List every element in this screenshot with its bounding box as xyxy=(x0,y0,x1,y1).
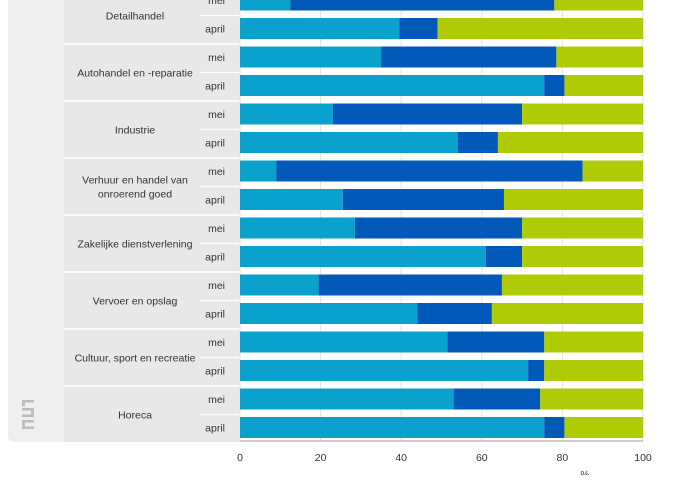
bar-segment xyxy=(240,360,529,381)
row-label: mei xyxy=(208,166,225,178)
group-label: Horeca xyxy=(118,410,152,422)
bar-segment xyxy=(332,103,523,125)
bar-segment xyxy=(544,417,565,438)
row-label: april xyxy=(205,366,225,378)
bar-segment xyxy=(453,388,541,410)
bar-segment xyxy=(564,417,643,438)
bar-segment xyxy=(491,303,643,324)
bar-segment xyxy=(556,46,643,68)
bar-segment xyxy=(544,360,643,381)
category-column xyxy=(64,0,240,442)
logo-mark xyxy=(22,420,34,429)
x-tick-label: 20 xyxy=(315,452,327,464)
row-label: april xyxy=(205,195,225,207)
row-label: april xyxy=(205,24,225,36)
group-label: Zakelijke dienstverlening xyxy=(78,239,193,251)
row-label: mei xyxy=(208,223,225,235)
bar-segment xyxy=(240,331,448,353)
bar-segment xyxy=(240,0,291,11)
x-tick-label: 60 xyxy=(476,452,488,464)
bar-segment xyxy=(240,417,545,438)
bar-segment xyxy=(381,46,557,68)
bar-segment xyxy=(318,274,502,296)
bar-segment xyxy=(240,388,454,410)
x-tick-label: 0 xyxy=(237,452,243,464)
bar-segment xyxy=(582,160,643,182)
bar-segment xyxy=(522,246,643,267)
bar-segment xyxy=(354,217,523,239)
bar-segment xyxy=(540,388,643,410)
bar-segment xyxy=(501,274,643,296)
bar-segment xyxy=(497,132,643,153)
x-tick-label: 100 xyxy=(634,452,652,464)
bar-segment xyxy=(240,46,382,68)
bar-segment xyxy=(240,132,458,153)
bar-segment xyxy=(564,75,643,96)
row-label: mei xyxy=(208,394,225,406)
row-label: april xyxy=(205,138,225,150)
group-label: Cultuur, sport en recreatie xyxy=(75,353,196,365)
bar-segment xyxy=(447,331,545,353)
bar-segment xyxy=(240,274,319,296)
row-label: april xyxy=(205,423,225,435)
bar-segment xyxy=(544,331,643,353)
logo-mark xyxy=(22,408,34,417)
bar-segment xyxy=(342,189,504,210)
group-label: Vervoer en opslag xyxy=(93,296,178,308)
bar-segment xyxy=(240,189,343,210)
row-label: mei xyxy=(208,337,225,349)
group-label: Detailhandel xyxy=(106,11,164,23)
group-label: onroerend goed xyxy=(98,189,172,201)
bar-segment xyxy=(240,18,400,39)
bar-segment xyxy=(240,217,355,239)
x-tick-label: 80 xyxy=(557,452,569,464)
bar-segment xyxy=(522,217,643,239)
bar-segment xyxy=(276,160,583,182)
x-axis-unit: % xyxy=(580,470,589,475)
bar-segment xyxy=(417,303,492,324)
bar-segment xyxy=(485,246,523,267)
bar-segment xyxy=(290,0,555,11)
bar-segment xyxy=(240,303,418,324)
bar-segment xyxy=(437,18,643,39)
row-label: mei xyxy=(208,52,225,64)
bar-segment xyxy=(528,360,545,381)
group-label: Industrie xyxy=(115,125,155,137)
logo-mark xyxy=(22,400,34,407)
bar-segment xyxy=(399,18,438,39)
bar-segment xyxy=(240,246,486,267)
bar-segment xyxy=(240,103,333,125)
bar-segment xyxy=(544,75,565,96)
row-label: mei xyxy=(208,109,225,121)
row-label: mei xyxy=(208,0,225,7)
group-label: Verhuur en handel van xyxy=(82,175,188,187)
row-label: april xyxy=(205,252,225,264)
row-label: april xyxy=(205,81,225,93)
row-label: mei xyxy=(208,280,225,292)
bar-segment xyxy=(240,75,545,96)
bar-segment xyxy=(522,103,643,125)
bar-segment xyxy=(457,132,498,153)
row-label: april xyxy=(205,309,225,321)
bar-segment xyxy=(503,189,643,210)
x-tick-label: 40 xyxy=(395,452,407,464)
bar-segment xyxy=(554,0,643,11)
group-label: Autohandel en -reparatie xyxy=(77,68,193,80)
bar-segment xyxy=(240,160,277,182)
